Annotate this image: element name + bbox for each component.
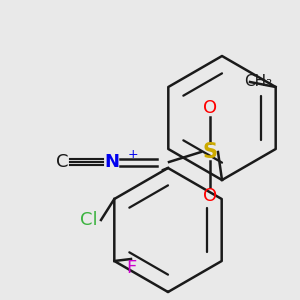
Text: Cl: Cl — [80, 211, 98, 229]
Text: O: O — [203, 187, 217, 205]
Text: +: + — [128, 148, 138, 160]
Text: S: S — [202, 142, 217, 162]
Text: O: O — [203, 99, 217, 117]
Text: N: N — [104, 153, 119, 171]
Text: C: C — [56, 153, 68, 171]
Text: F: F — [126, 259, 136, 277]
Text: CH₃: CH₃ — [244, 74, 272, 89]
